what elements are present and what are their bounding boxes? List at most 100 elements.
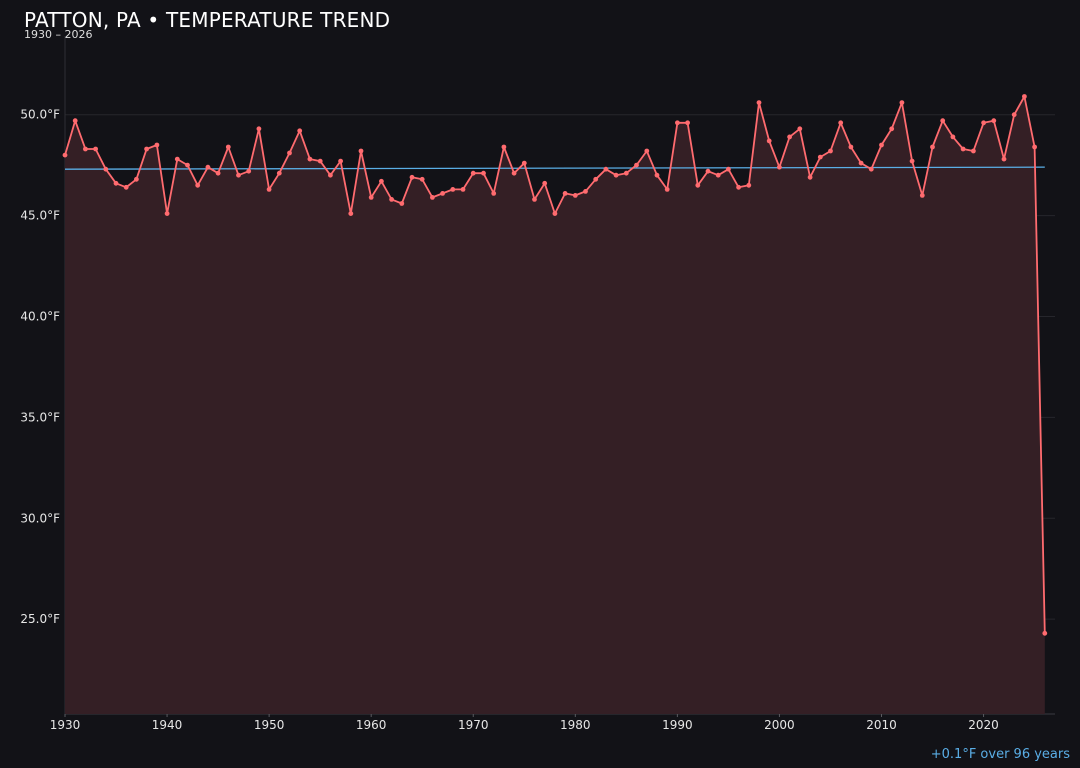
- x-tick-label: 1950: [254, 718, 285, 732]
- data-point: [960, 146, 966, 152]
- data-point: [899, 100, 905, 105]
- data-point: [726, 166, 731, 172]
- x-tick-label: 2000: [764, 718, 795, 732]
- data-point: [889, 126, 895, 132]
- trend-line: [64, 166, 1045, 170]
- y-tick-label: 30.0°F: [20, 511, 60, 525]
- data-point: [174, 156, 180, 162]
- data-point: [613, 172, 619, 178]
- data-point: [715, 172, 721, 178]
- x-tick-label: 1960: [356, 718, 387, 732]
- data-point: [858, 160, 864, 166]
- data-point: [307, 156, 313, 162]
- data-point: [511, 170, 517, 176]
- data-point: [460, 187, 466, 192]
- data-point: [817, 154, 823, 160]
- data-point: [1042, 630, 1048, 636]
- y-tick-label: 35.0°F: [20, 410, 60, 424]
- data-point: [83, 146, 88, 152]
- data-point: [93, 146, 98, 152]
- data-point: [930, 144, 935, 150]
- data-point: [470, 170, 476, 176]
- data-point: [236, 172, 241, 178]
- data-point: [1001, 156, 1007, 162]
- data-point: [62, 152, 68, 158]
- data-point: [276, 170, 282, 176]
- data-point: [746, 182, 752, 188]
- data-point: [103, 166, 109, 172]
- data-point: [766, 138, 772, 144]
- data-point: [440, 191, 445, 196]
- x-tick-label: 1940: [152, 718, 183, 732]
- temperature-area-fill: [65, 96, 1045, 714]
- data-point: [909, 158, 915, 164]
- data-point: [593, 176, 599, 182]
- data-point: [756, 100, 762, 105]
- x-axis-tick-labels: 1930 1940 1950 1960 1970 1980 1990 2000 2010 2020: [50, 718, 999, 732]
- data-point: [705, 168, 711, 174]
- data-point: [317, 158, 323, 164]
- data-point: [981, 120, 986, 126]
- data-point: [971, 148, 976, 154]
- data-point: [358, 148, 364, 154]
- data-point: [450, 187, 456, 192]
- data-point: [777, 164, 782, 170]
- data-point: [225, 144, 231, 150]
- y-tick-label: 40.0°F: [20, 309, 60, 323]
- data-point: [654, 172, 660, 178]
- data-point: [185, 162, 190, 168]
- data-point: [379, 178, 384, 184]
- data-point: [389, 197, 394, 202]
- y-tick-label: 50.0°F: [20, 108, 60, 122]
- trend-summary: +0.1°F over 96 years: [930, 747, 1070, 762]
- x-tick-label: 1980: [560, 718, 591, 732]
- data-point: [685, 120, 690, 126]
- chart-title: PATTON, PA • TEMPERATURE TREND: [24, 8, 391, 32]
- data-point: [807, 174, 813, 180]
- data-point: [491, 191, 497, 196]
- data-point: [542, 180, 548, 186]
- data-point: [215, 170, 221, 176]
- data-point: [72, 118, 78, 124]
- data-point: [409, 174, 415, 180]
- data-point: [552, 211, 558, 217]
- data-point: [848, 144, 854, 150]
- data-point: [838, 120, 844, 126]
- data-point: [562, 191, 568, 196]
- data-point: [797, 126, 803, 132]
- data-point: [991, 118, 997, 124]
- x-tick-label: 2020: [968, 718, 999, 732]
- data-point: [328, 172, 333, 178]
- data-point: [664, 187, 670, 192]
- data-point: [603, 166, 609, 172]
- x-tick-label: 1970: [458, 718, 489, 732]
- data-point: [134, 176, 139, 182]
- data-point: [399, 201, 405, 206]
- data-point: [787, 134, 792, 140]
- data-point: [736, 184, 741, 190]
- x-tick-label: 1990: [662, 718, 693, 732]
- data-point: [123, 184, 129, 190]
- data-point: [532, 197, 537, 202]
- data-point: [195, 182, 201, 188]
- data-point: [1011, 112, 1017, 118]
- y-tick-label: 25.0°F: [20, 612, 60, 626]
- data-point: [572, 193, 578, 198]
- data-point: [287, 150, 292, 156]
- data-point: [644, 148, 650, 154]
- data-point: [368, 195, 374, 200]
- data-point: [430, 195, 435, 200]
- data-point: [144, 146, 150, 152]
- data-point: [828, 148, 833, 154]
- data-point: [419, 176, 425, 182]
- data-point: [868, 166, 874, 172]
- data-point: [246, 168, 252, 174]
- data-point: [501, 144, 507, 150]
- data-point: [205, 164, 211, 170]
- data-point: [266, 187, 272, 192]
- chart-subtitle: 1930 – 2026: [24, 28, 93, 41]
- data-point: [879, 142, 884, 148]
- y-axis-tick-labels: 25.0°F 30.0°F 35.0°F 40.0°F 45.0°F 50.0°F: [20, 108, 60, 626]
- data-point: [919, 193, 925, 198]
- data-point: [583, 189, 588, 194]
